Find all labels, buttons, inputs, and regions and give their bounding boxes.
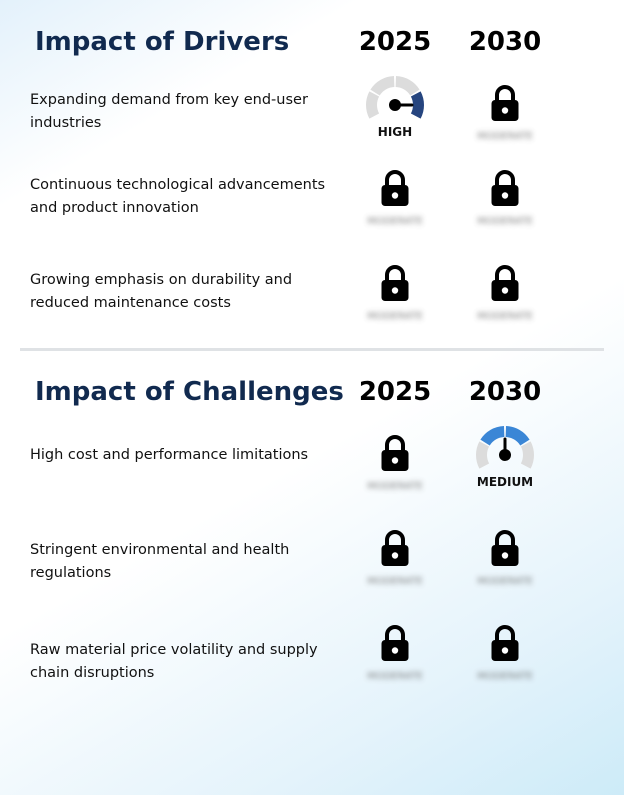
driver-row-label: Continuous technological advancements an… bbox=[30, 177, 326, 216]
challenges-year-2030: 2030 bbox=[468, 377, 542, 407]
drivers-year-2025: 2025 bbox=[358, 27, 432, 57]
lock-icon bbox=[380, 529, 410, 567]
impact-gauge-cell: HIGH bbox=[340, 76, 450, 156]
locked-cell: MODERATE bbox=[450, 624, 560, 696]
lock-icon bbox=[490, 84, 520, 122]
blurred-impact-label: MODERATE bbox=[477, 131, 533, 142]
locked-cell: MODERATE bbox=[340, 624, 450, 696]
impact-level-label: HIGH bbox=[377, 125, 413, 139]
gauge-icon bbox=[475, 425, 535, 481]
driver-row-label: Growing emphasis on durability and reduc… bbox=[30, 272, 293, 311]
blurred-impact-label: MODERATE bbox=[367, 311, 423, 322]
lock-icon bbox=[380, 624, 410, 662]
blurred-impact-label: MODERATE bbox=[477, 671, 533, 682]
lock-icon bbox=[490, 529, 520, 567]
blurred-impact-label: MODERATE bbox=[477, 576, 533, 587]
drivers-year-2030: 2030 bbox=[468, 27, 542, 57]
locked-cell: MODERATE bbox=[340, 529, 450, 601]
challenge-row-label: Stringent environmental and health regul… bbox=[30, 542, 290, 581]
challenge-row-label: High cost and performance limitations bbox=[30, 447, 309, 463]
lock-icon bbox=[380, 264, 410, 302]
blurred-impact-label: MODERATE bbox=[367, 216, 423, 227]
locked-cell: MODERATE bbox=[450, 264, 560, 336]
lock-icon bbox=[490, 624, 520, 662]
locked-cell: MODERATE bbox=[340, 169, 450, 241]
blurred-impact-label: MODERATE bbox=[477, 311, 533, 322]
challenge-row-label: Raw material price volatility and supply… bbox=[30, 642, 318, 681]
driver-row-label: Expanding demand from key end-user indus… bbox=[30, 92, 308, 131]
blurred-impact-label: MODERATE bbox=[367, 481, 423, 492]
locked-cell: MODERATE bbox=[450, 84, 560, 156]
impact-gauge-cell: MEDIUM bbox=[450, 426, 560, 506]
locked-cell: MODERATE bbox=[450, 529, 560, 601]
locked-cell: MODERATE bbox=[340, 264, 450, 336]
blurred-impact-label: MODERATE bbox=[367, 671, 423, 682]
section-divider bbox=[20, 348, 604, 351]
gauge-icon bbox=[365, 75, 425, 131]
challenges-title: Impact of Challenges bbox=[35, 377, 344, 407]
blurred-impact-label: MODERATE bbox=[477, 216, 533, 227]
lock-icon bbox=[380, 434, 410, 472]
locked-cell: MODERATE bbox=[340, 434, 450, 506]
lock-icon bbox=[490, 169, 520, 207]
drivers-title: Impact of Drivers bbox=[35, 27, 290, 57]
challenges-year-2025: 2025 bbox=[358, 377, 432, 407]
impact-level-label: MEDIUM bbox=[476, 475, 534, 489]
lock-icon bbox=[380, 169, 410, 207]
locked-cell: MODERATE bbox=[450, 169, 560, 241]
lock-icon bbox=[490, 264, 520, 302]
blurred-impact-label: MODERATE bbox=[367, 576, 423, 587]
